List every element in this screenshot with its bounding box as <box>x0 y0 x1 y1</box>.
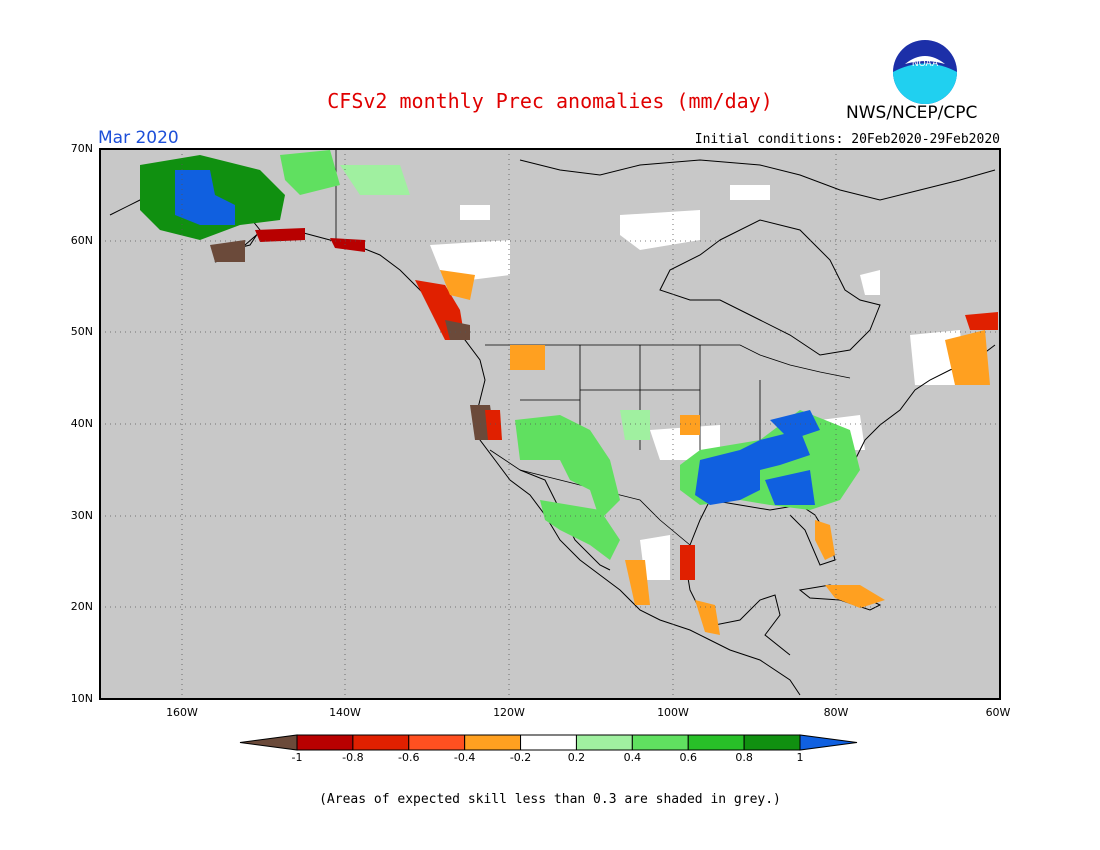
graticule <box>100 149 1000 699</box>
colorbar-box <box>352 734 410 751</box>
colorbar <box>239 734 858 751</box>
noaa-logo-text: NOAA <box>912 59 939 69</box>
lat-label-70n: 70N <box>70 142 93 155</box>
colorbar-box <box>743 734 801 751</box>
lat-label-30n: 30N <box>70 509 93 522</box>
colorbar-tick-label: -0.6 <box>398 751 420 764</box>
lon-label-140w: 140W <box>329 706 361 719</box>
colorbar-tick-label: -1 <box>291 751 303 764</box>
colorbar-arrow-low <box>239 734 298 751</box>
lon-label-160w: 160W <box>166 706 198 719</box>
lat-label-60n: 60N <box>70 234 93 247</box>
colorbar-tick-label: 0.2 <box>567 751 586 764</box>
map-frame <box>99 148 1001 700</box>
lat-label-50n: 50N <box>70 325 93 338</box>
lat-label-10n: 10N <box>70 692 93 705</box>
initial-conditions: Initial conditions: 20Feb2020-29Feb2020 <box>694 132 1000 147</box>
org-label: NWS/NCEP/CPC <box>846 103 978 123</box>
lat-label-20n: 20N <box>70 600 93 613</box>
colorbar-box <box>631 734 689 751</box>
figure-title: CFSv2 monthly Prec anomalies (mm/day) <box>327 89 773 113</box>
colorbar-tick-label: -0.8 <box>342 751 364 764</box>
colorbar-box <box>464 734 522 751</box>
colorbar-box <box>520 734 577 751</box>
colorbar-box <box>575 734 633 751</box>
colorbar-tick-label: 1 <box>796 751 804 764</box>
colorbar-tick-label: 0.6 <box>679 751 697 764</box>
colorbar-box <box>687 734 745 751</box>
colorbar-tick-label: -0.4 <box>453 751 476 764</box>
colorbar-tick-label: -0.2 <box>509 751 532 764</box>
colorbar-box <box>296 734 354 751</box>
skill-note: (Areas of expected skill less than 0.3 a… <box>319 792 781 807</box>
lon-label-120w: 120W <box>493 706 525 719</box>
lat-label-40n: 40N <box>70 417 93 430</box>
colorbar-arrow-high <box>799 734 858 751</box>
forecast-month: Mar 2020 <box>98 128 179 148</box>
colorbar-tick-label: 0.4 <box>623 751 642 764</box>
noaa-logo: NOAA <box>893 40 957 104</box>
lon-label-100w: 100W <box>657 706 689 719</box>
lon-label-80w: 80W <box>823 706 849 719</box>
lon-label-60w: 60W <box>985 706 1011 719</box>
colorbar-tick-label: 0.8 <box>735 751 753 764</box>
colorbar-box <box>408 734 466 751</box>
anomaly-patches <box>140 150 998 635</box>
